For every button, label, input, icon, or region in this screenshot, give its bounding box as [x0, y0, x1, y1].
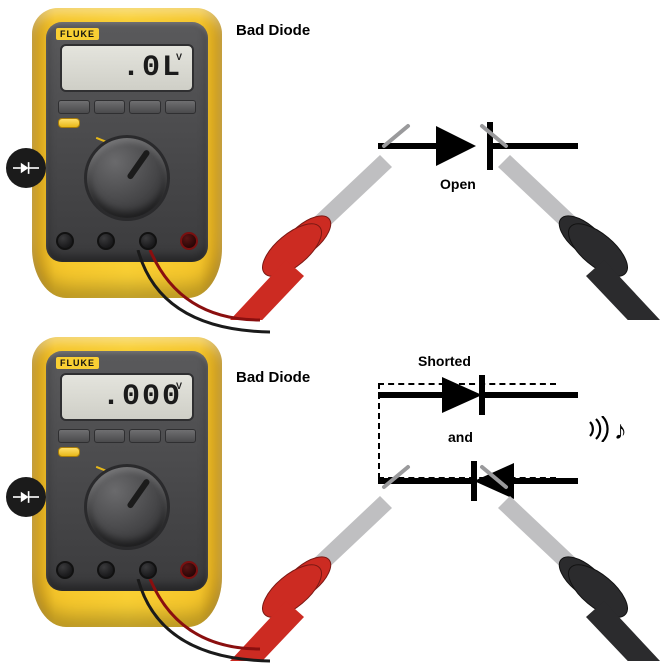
jack-com [139, 232, 157, 250]
panel-shorted-diode: FLUKE V .000 Bad Diode Shorted [0, 329, 661, 658]
lead-wires [120, 579, 320, 669]
lcd-unit: V [176, 52, 182, 62]
jack-vohm [180, 561, 198, 579]
continuity-beeper-icon: ♪ [588, 415, 627, 446]
meter-rotary-dial [84, 464, 170, 550]
meter-button [165, 429, 197, 443]
panel-title: Bad Diode [236, 22, 310, 39]
jack-com [139, 561, 157, 579]
meter-button [58, 100, 90, 114]
meter-range-button [58, 118, 80, 128]
sound-waves-icon [588, 416, 610, 446]
jack-vohm [180, 232, 198, 250]
panel-open-diode: FLUKE V .0L Bad Diode [0, 0, 661, 329]
jack-a [56, 232, 74, 250]
probe-black [470, 120, 660, 320]
meter-brand: FLUKE [56, 28, 99, 40]
jack-a [56, 561, 74, 579]
music-note-icon: ♪ [614, 415, 627, 446]
lcd-unit: V [176, 381, 182, 391]
lcd-reading: .000 [102, 380, 182, 414]
jack-ma [97, 232, 115, 250]
meter-button [165, 100, 197, 114]
diagram-label-shorted: Shorted [418, 353, 471, 369]
meter-button [129, 429, 161, 443]
diode-mode-icon [6, 148, 46, 188]
meter-lcd: V .0L [60, 44, 194, 92]
panel-title: Bad Diode [236, 369, 310, 386]
diode-mode-icon [6, 477, 46, 517]
meter-lcd: V .000 [60, 373, 194, 421]
diagram-label-and: and [448, 429, 473, 445]
probe-black [470, 461, 660, 661]
meter-button [129, 100, 161, 114]
jack-ma [97, 561, 115, 579]
meter-button-row [58, 429, 196, 443]
meter-button [94, 100, 126, 114]
meter-brand: FLUKE [56, 357, 99, 369]
lcd-reading: .0L [122, 51, 182, 85]
meter-button [58, 429, 90, 443]
meter-button [94, 429, 126, 443]
diode-symbol-forward [378, 371, 578, 419]
meter-rotary-dial [84, 135, 170, 221]
meter-range-button [58, 447, 80, 457]
meter-button-row [58, 100, 196, 114]
lead-wires [120, 250, 320, 340]
